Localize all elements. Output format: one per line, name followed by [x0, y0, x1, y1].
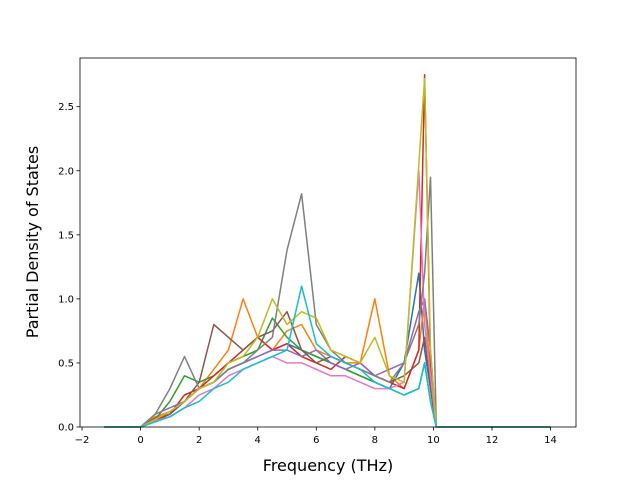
x-tick-label: 14 — [544, 435, 557, 446]
series-line — [104, 176, 551, 428]
y-tick-label: 1.5 — [58, 230, 74, 241]
x-tick-label: 8 — [372, 435, 378, 446]
x-tick-label: 4 — [255, 435, 261, 446]
x-tick-label: 12 — [486, 435, 499, 446]
x-tick-label: 10 — [427, 435, 440, 446]
series-line — [104, 285, 551, 428]
x-tick-label: 6 — [313, 435, 319, 446]
series-line — [104, 77, 551, 428]
y-tick-label: 1.0 — [58, 294, 74, 305]
y-tick-label: 2.5 — [58, 102, 74, 113]
series-line — [104, 272, 551, 428]
y-axis-label: Partial Density of States — [23, 146, 42, 338]
x-tick-label: 0 — [137, 435, 143, 446]
x-axis-label: Frequency (THz) — [263, 456, 393, 475]
x-tick-label: −2 — [75, 435, 90, 446]
y-tick-label: 2.0 — [58, 166, 74, 177]
y-tick-label: 0.5 — [58, 358, 74, 369]
y-tick-label: 0.0 — [58, 423, 74, 434]
series-line — [104, 170, 551, 428]
series-line — [104, 310, 551, 428]
series-line — [104, 298, 551, 428]
x-tick-label: 2 — [196, 435, 202, 446]
plot-frame — [79, 57, 577, 428]
